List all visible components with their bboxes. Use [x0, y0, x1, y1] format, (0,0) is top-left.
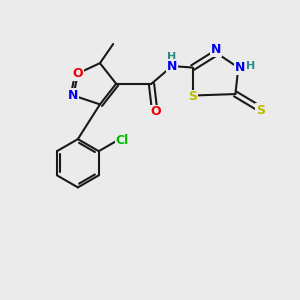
Text: N: N	[211, 44, 221, 56]
Text: S: S	[188, 91, 197, 103]
Text: O: O	[151, 105, 161, 118]
Text: N: N	[235, 61, 245, 74]
Text: Cl: Cl	[115, 134, 128, 147]
Text: S: S	[256, 104, 265, 117]
Text: H: H	[167, 52, 176, 62]
Text: O: O	[73, 67, 83, 80]
Text: H: H	[246, 61, 255, 71]
Text: N: N	[68, 89, 78, 102]
Text: N: N	[167, 60, 177, 73]
